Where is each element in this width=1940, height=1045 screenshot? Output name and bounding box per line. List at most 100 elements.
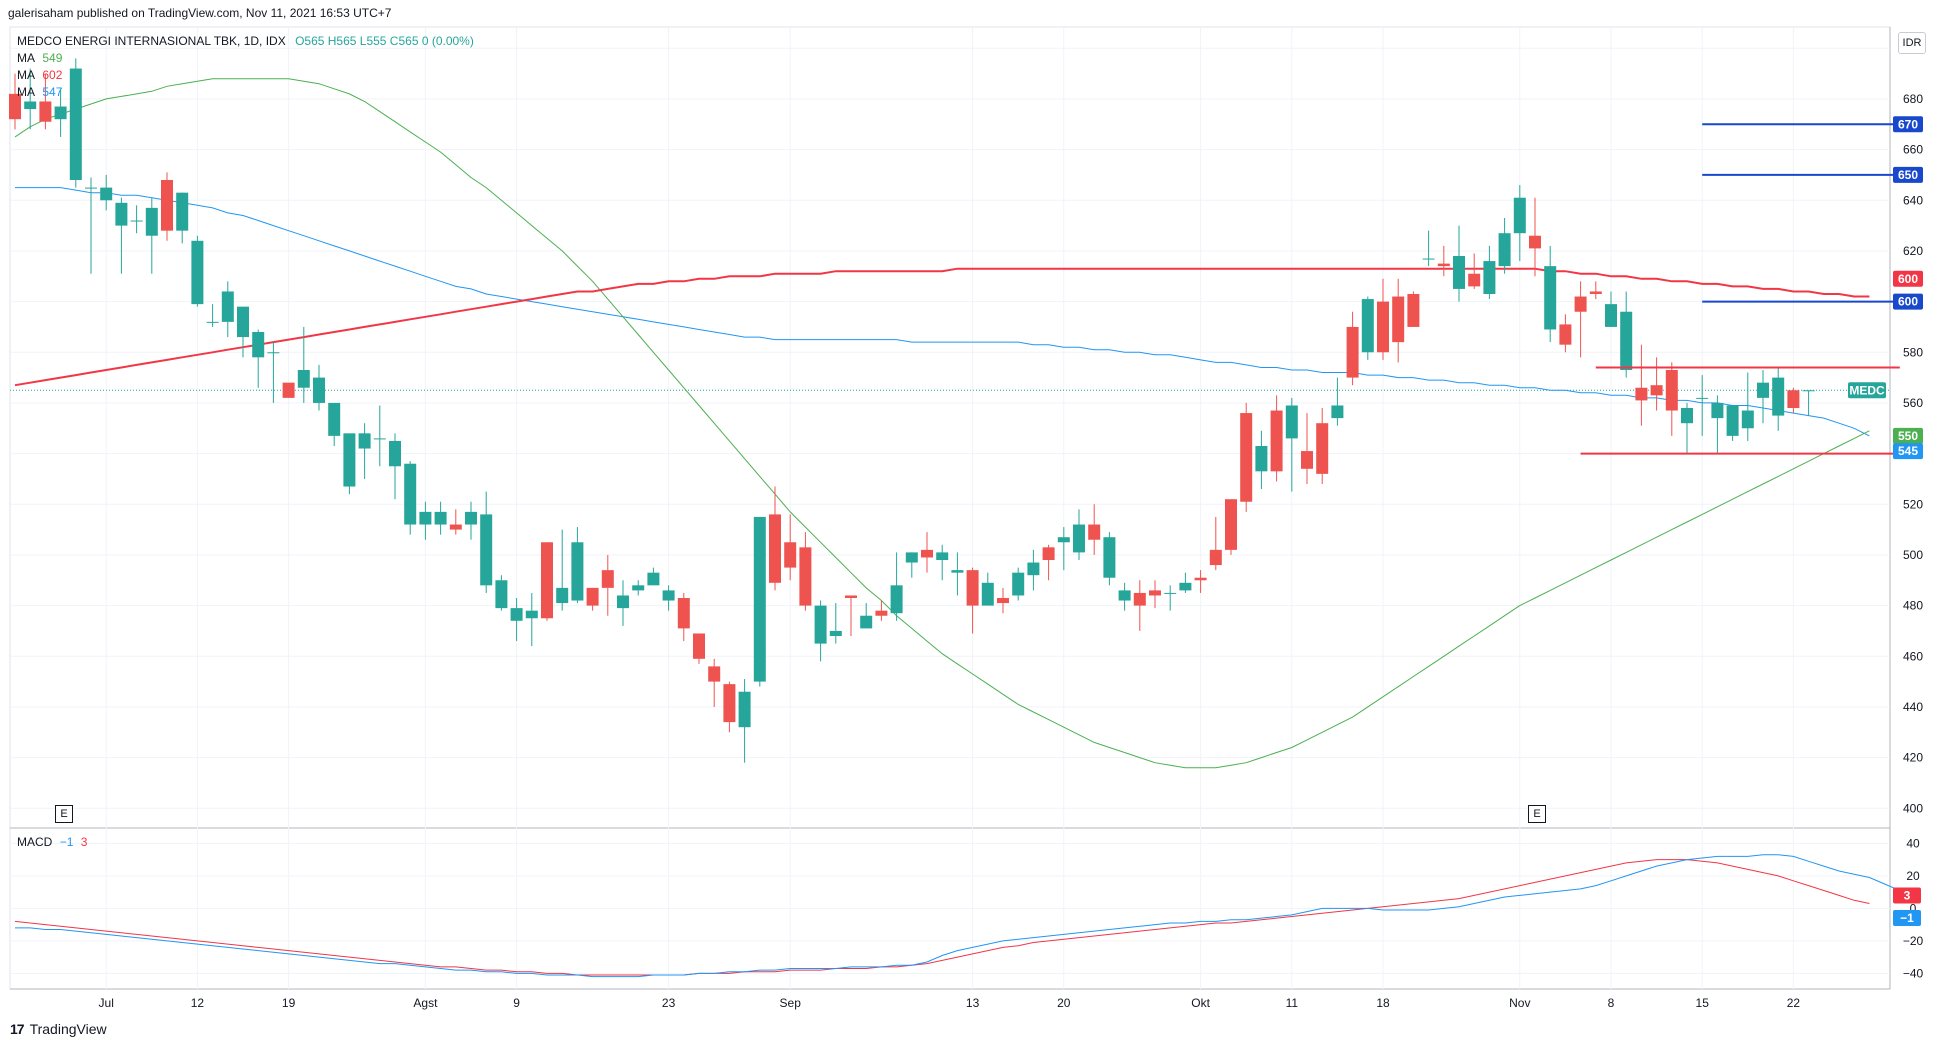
candle-body (100, 187, 113, 201)
candle-body (1118, 590, 1131, 601)
price-tick-label: 580 (1903, 345, 1923, 359)
macd-legend-v2: 3 (80, 835, 88, 849)
candle-body (1255, 446, 1268, 472)
candle-body (845, 595, 857, 598)
candle-body (358, 433, 371, 449)
candle-body (237, 306, 249, 338)
macd-tick-label: −40 (1903, 966, 1924, 980)
candle-body (1301, 451, 1313, 469)
candle-body (1605, 304, 1617, 327)
candle-body (85, 187, 97, 189)
candle-body (799, 547, 812, 606)
price-badge-label: 670 (1898, 117, 1918, 131)
candle-body (1225, 499, 1237, 550)
candle-body (1088, 524, 1101, 540)
ma-547-line (15, 187, 1870, 437)
candle-body (1012, 572, 1025, 596)
macd-badge-label: −1 (1900, 911, 1914, 925)
candle-body (1559, 324, 1572, 345)
candle-body (1042, 547, 1055, 560)
time-tick-label: 22 (1787, 996, 1801, 1010)
candle-body (1620, 311, 1633, 370)
candle-body (191, 240, 204, 305)
ohlc-values: O565 H565 L555 C565 0 (0.00%) (295, 34, 474, 48)
candle-body (161, 180, 173, 231)
legend-ma-2: MA 602 (17, 68, 63, 82)
candle-body (951, 570, 964, 573)
candle-body (1650, 385, 1663, 396)
price-badge (1893, 427, 1923, 444)
plot-frame (9, 26, 1891, 990)
time-tick-label: Jul (99, 996, 114, 1010)
candle-body (981, 582, 994, 606)
candle-body (966, 570, 979, 606)
candle-body (890, 585, 903, 614)
legend-ma-1-value: 549 (42, 51, 63, 65)
macd-tick-label: 0 (1910, 901, 1917, 915)
time-tick-label: Sep (780, 996, 802, 1010)
candle-body (404, 463, 417, 525)
price-tick-label: 660 (1903, 143, 1923, 157)
candle-body (495, 580, 508, 609)
candle-body (1103, 537, 1116, 578)
candle-body (1787, 390, 1800, 408)
brand-name: TradingView (29, 1021, 107, 1037)
macd-legend: MACD −1 3 (17, 835, 88, 849)
price-tick-label: 500 (1903, 548, 1923, 562)
candle-body (389, 440, 401, 467)
price-tick-label: 440 (1903, 700, 1923, 714)
candle-body (343, 433, 356, 487)
candle-body (1361, 299, 1374, 353)
candle-body (1696, 397, 1709, 399)
time-tick-label: 9 (513, 996, 520, 1010)
candle-body (221, 291, 234, 322)
candle-body (617, 595, 629, 609)
earnings-mark[interactable]: E (55, 805, 73, 823)
time-tick-label: 23 (662, 996, 676, 1010)
candle-body (1331, 405, 1344, 419)
time-tick-label: Agst (413, 996, 438, 1010)
ma-549-line (14, 78, 1870, 769)
macd-tick-label: −20 (1903, 934, 1924, 948)
candle-body (1757, 382, 1769, 398)
candle-body (814, 605, 827, 644)
price-badge-label: 600 (1898, 272, 1918, 286)
candle-body (571, 542, 584, 601)
candle-body (1529, 235, 1541, 249)
candle-body (541, 542, 553, 619)
candle-body (130, 220, 143, 222)
candle-body (449, 524, 462, 530)
candle-body (480, 514, 493, 586)
candle-body (1316, 423, 1329, 474)
candle-body (115, 202, 128, 226)
candle-body (875, 610, 888, 616)
candle-body (905, 552, 918, 563)
candle-body (373, 438, 386, 440)
candles (9, 58, 1815, 763)
candle-body (1346, 326, 1359, 378)
candle-body (54, 106, 67, 120)
legend-ma-3-value: 547 (42, 85, 63, 99)
price-tick-label: 420 (1903, 751, 1923, 765)
candle-body (647, 572, 660, 586)
currency-button[interactable]: IDR (1898, 32, 1926, 54)
candle-body (1772, 377, 1785, 416)
candle-body (419, 511, 432, 525)
candle-body (1149, 590, 1161, 596)
candle-body (434, 511, 447, 525)
axes: 4004204404604805005205405605806006206406… (99, 41, 1924, 1010)
ma-602-line (14, 267, 1870, 387)
candle-body (997, 598, 1009, 604)
candle-body (206, 321, 219, 323)
candle-body (1179, 582, 1192, 591)
candle-body (1681, 408, 1693, 424)
macd-tick-label: 20 (1906, 869, 1920, 883)
horizontal-lines[interactable] (1580, 123, 1900, 455)
price-tick-label: 640 (1903, 193, 1923, 207)
candle-body (1741, 410, 1754, 429)
earnings-mark[interactable]: E (1528, 805, 1546, 823)
candle-body (1133, 592, 1146, 606)
candle-body (1377, 301, 1389, 353)
